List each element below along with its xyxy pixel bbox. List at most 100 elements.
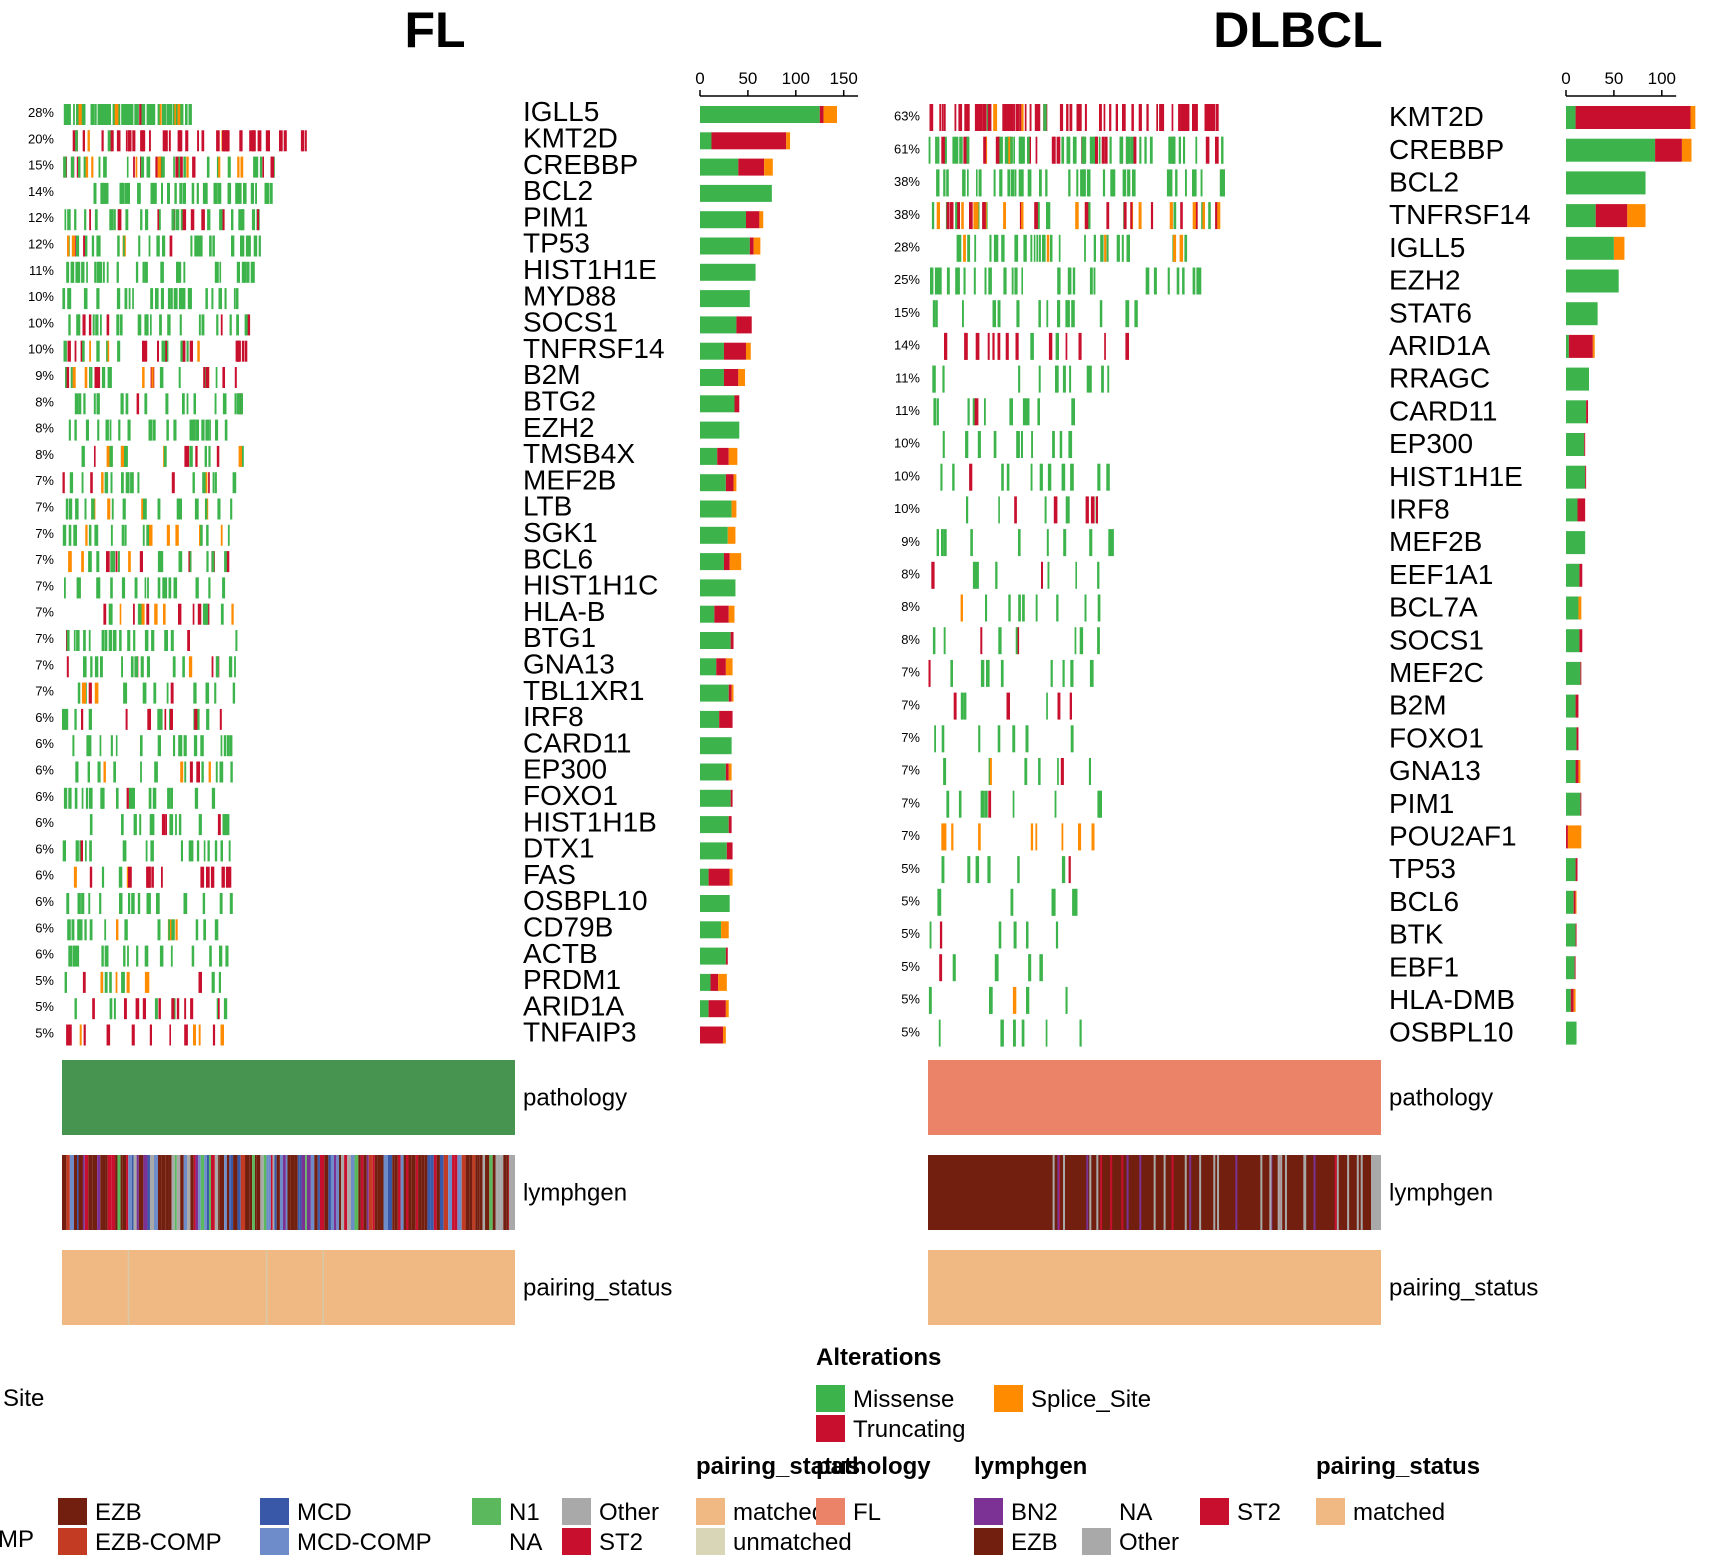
alteration-mark	[216, 314, 219, 336]
count-bar-missense	[1566, 923, 1576, 947]
alteration-mark	[1057, 692, 1061, 720]
lymphgen-sample	[206, 1155, 209, 1230]
alteration-mark	[144, 577, 147, 599]
alteration-mark	[161, 182, 163, 204]
count-bar-truncating	[1655, 138, 1682, 162]
alteration-mark	[955, 202, 958, 230]
annotation-track: lymphgen	[62, 1155, 627, 1230]
alteration-mark	[234, 656, 236, 678]
lymphgen-sample	[233, 1155, 238, 1230]
alteration-mark	[931, 202, 935, 230]
count-bar-missense	[700, 684, 729, 702]
count-bar-missense	[1566, 138, 1656, 162]
count-bar-truncating	[726, 842, 733, 860]
annotation-track: pathology	[62, 1060, 627, 1135]
alteration-mark	[83, 1024, 86, 1046]
alteration-mark	[1145, 267, 1150, 295]
lymphgen-sample	[77, 1155, 79, 1230]
count-bar-splice_site	[1592, 334, 1595, 358]
count-bar-truncating	[1580, 661, 1582, 685]
alteration-mark	[219, 708, 222, 730]
gene-label: MYD88	[523, 280, 616, 311]
alteration-mark	[941, 725, 945, 753]
alteration-mark	[1015, 627, 1018, 655]
alteration-mark	[84, 209, 87, 231]
alteration-mark	[64, 708, 69, 730]
lymphgen-sample	[301, 1155, 306, 1230]
alteration-mark	[1011, 267, 1014, 295]
alteration-mark	[106, 340, 109, 362]
lymphgen-sample	[290, 1155, 295, 1230]
alteration-mark	[122, 445, 127, 467]
alteration-mark	[94, 682, 99, 704]
count-bar-truncating	[1586, 400, 1589, 424]
alteration-mark	[128, 104, 132, 125]
alteration-mark	[246, 261, 250, 283]
alteration-mark	[67, 209, 70, 231]
alteration-mark	[69, 472, 74, 494]
alteration-mark	[121, 971, 125, 993]
alteration-mark	[1003, 202, 1006, 230]
percent-label: 10%	[28, 342, 54, 357]
alteration-mark	[1019, 104, 1022, 131]
count-bar-missense	[700, 816, 729, 834]
alteration-mark	[1109, 104, 1112, 131]
lymphgen-sample	[354, 1155, 359, 1230]
legend-lymphgen-right-other-label: Other	[1119, 1529, 1179, 1556]
alteration-mark	[1001, 463, 1004, 491]
alteration-mark	[1215, 202, 1218, 230]
lymphgen-sample	[214, 1155, 219, 1230]
gene-row: 7% HLA-B	[35, 596, 735, 627]
alteration-mark	[1036, 104, 1040, 131]
alteration-mark	[87, 761, 90, 783]
alteration-mark	[973, 202, 978, 230]
alteration-mark	[1025, 725, 1029, 753]
alteration-mark	[1106, 234, 1109, 262]
alteration-mark	[1062, 659, 1065, 687]
alteration-mark	[1013, 921, 1017, 949]
alteration-mark	[1084, 594, 1087, 622]
lymphgen-sample	[237, 1155, 241, 1230]
alteration-mark	[194, 235, 198, 257]
count-bar-splice_site	[725, 1000, 729, 1018]
legend-lymphgen-mcd-comp-label: MCD-COMP	[297, 1529, 432, 1556]
alteration-mark	[173, 577, 178, 599]
gene-label: BCL2	[523, 175, 593, 206]
alteration-mark	[995, 561, 997, 589]
alteration-mark	[946, 267, 950, 295]
gene-label: IRF8	[523, 701, 584, 732]
alteration-mark	[984, 398, 986, 426]
lymphgen-sample	[372, 1155, 375, 1230]
alteration-mark	[116, 314, 120, 336]
alteration-mark	[214, 393, 217, 415]
alteration-mark	[89, 866, 93, 888]
alteration-mark	[1018, 365, 1021, 393]
count-bar-missense	[700, 395, 735, 413]
alteration-mark	[1153, 267, 1157, 295]
alteration-mark	[205, 419, 210, 441]
lymphgen-sample	[1052, 1155, 1055, 1230]
alteration-mark	[265, 130, 270, 152]
alteration-mark	[1116, 234, 1120, 262]
alteration-mark	[241, 209, 245, 231]
alteration-mark	[183, 156, 186, 178]
alteration-mark	[949, 202, 954, 230]
legend-pathology-fl-swatch	[816, 1498, 845, 1525]
percent-label: 10%	[894, 468, 920, 483]
legend-lymphgen-mcd-label: MCD	[297, 1499, 352, 1526]
alteration-mark	[963, 136, 967, 164]
alteration-mark	[71, 235, 75, 257]
alteration-mark	[974, 234, 977, 262]
axis-tick-label: 0	[695, 69, 704, 88]
alteration-mark	[211, 551, 215, 573]
alteration-mark	[88, 314, 92, 336]
alteration-mark	[202, 893, 206, 914]
lymphgen-sample	[107, 1155, 112, 1230]
gene-label: LTB	[523, 491, 572, 522]
alteration-mark	[151, 814, 155, 836]
alteration-mark	[220, 735, 223, 757]
legend-lymphgen-right-ezb-label: EZB	[1011, 1529, 1058, 1556]
alteration-mark	[85, 419, 89, 441]
alteration-mark	[68, 419, 71, 441]
alteration-mark	[1063, 529, 1067, 557]
